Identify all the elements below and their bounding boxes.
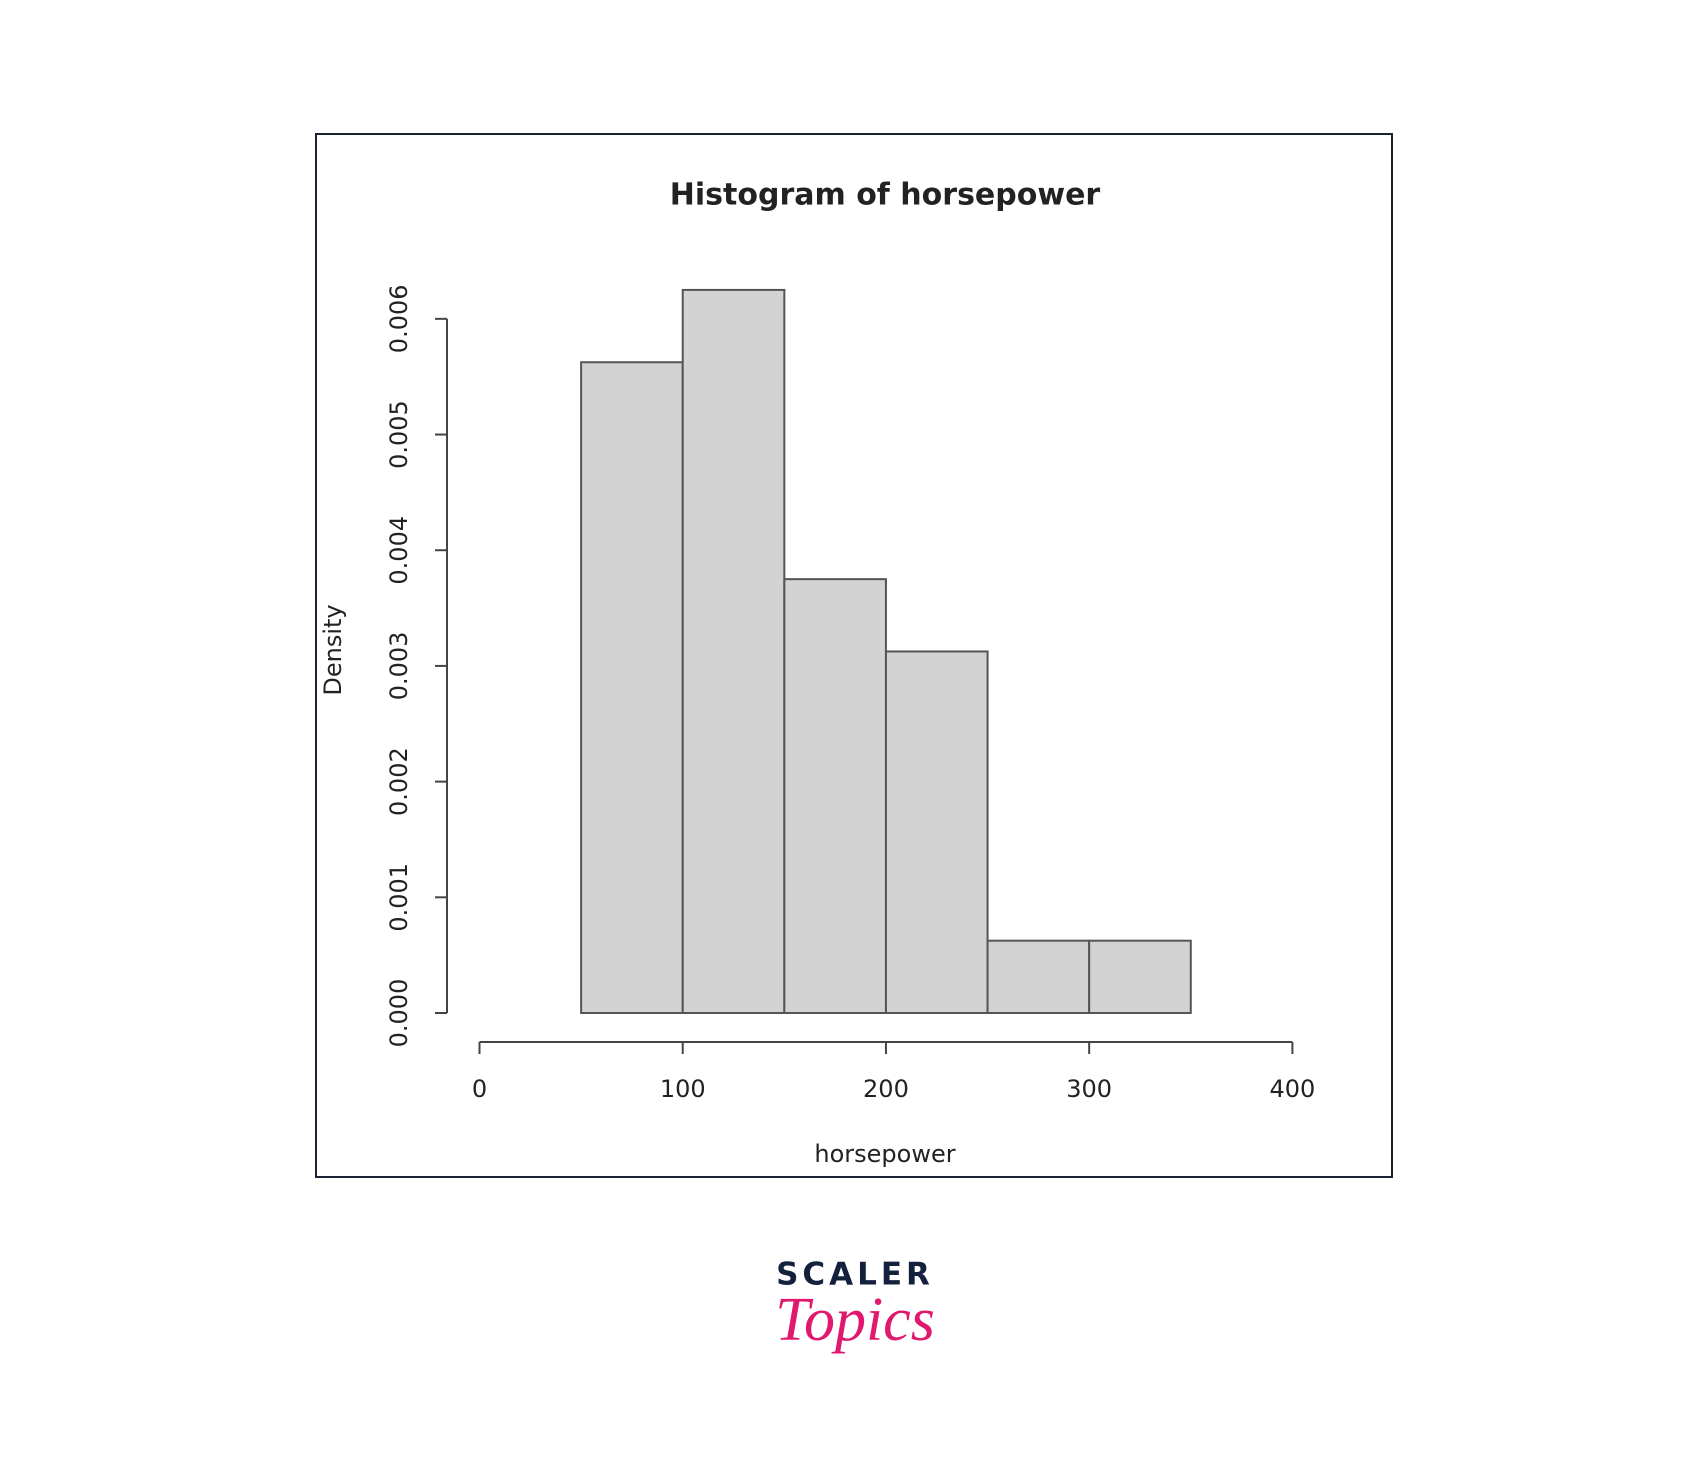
y-tick-label: 0.000 xyxy=(385,979,413,1048)
bar xyxy=(884,650,989,1014)
x-tick-label: 0 xyxy=(472,1075,487,1103)
y-tick-label: 0.005 xyxy=(385,400,413,469)
x-tick-label: 400 xyxy=(1269,1075,1315,1103)
x-tick-label: 300 xyxy=(1066,1075,1112,1103)
y-tick-label: 0.001 xyxy=(385,863,413,932)
y-tick-label: 0.002 xyxy=(385,747,413,816)
logo-script: Topics xyxy=(775,1286,935,1354)
bar xyxy=(986,939,1091,1015)
y-tick-label: 0.004 xyxy=(385,516,413,585)
bar xyxy=(783,578,887,1015)
logo-text: SCALER xyxy=(776,1257,934,1293)
x-tick-label: 200 xyxy=(863,1075,909,1103)
bar xyxy=(681,288,786,1014)
y-tick-label: 0.006 xyxy=(385,284,413,353)
chart-title: Histogram of horsepower xyxy=(670,178,1101,213)
x-axis-label: horsepower xyxy=(814,1140,955,1168)
y-tick-label: 0.003 xyxy=(385,632,413,701)
y-axis-label: Density xyxy=(319,604,347,695)
bar xyxy=(1088,939,1192,1015)
bar xyxy=(580,361,684,1014)
x-tick-label: 100 xyxy=(660,1075,706,1103)
